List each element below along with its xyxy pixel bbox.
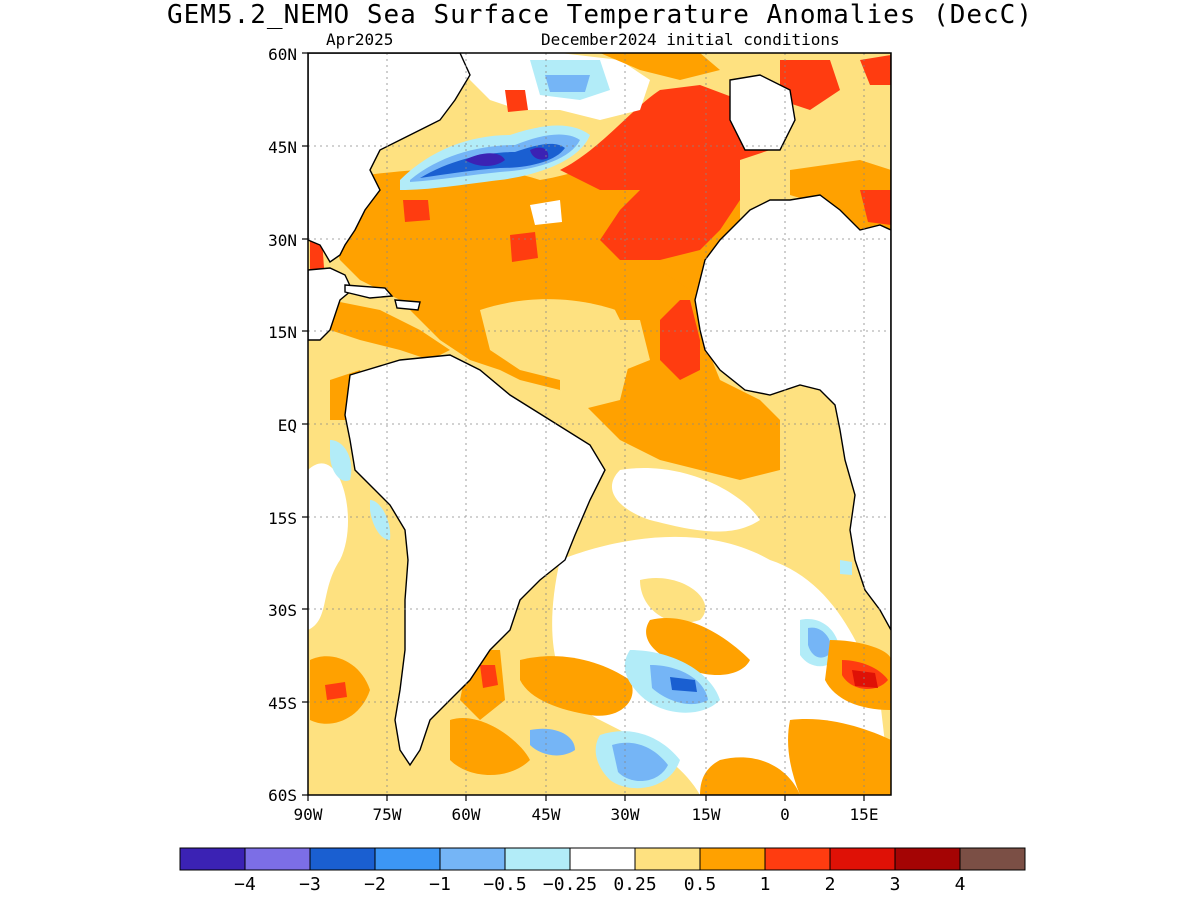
lat-label: 15S (268, 509, 297, 528)
colorbar: −4 −3 −2 −1 −0.5 −0.25 0.25 0.5 1 2 3 4 (179, 847, 1026, 895)
lon-label: 45W (532, 805, 561, 824)
colorbar-swatch (374, 847, 441, 871)
forecast-month: Apr2025 (326, 30, 394, 49)
colorbar-label: 2 (825, 874, 836, 895)
lon-label: 15E (850, 805, 879, 824)
initial-conditions-label: December2024 initial conditions (541, 30, 840, 49)
iberia-europe-land (729, 74, 796, 151)
colorbar-swatch (699, 847, 766, 871)
colorbar-swatch (959, 847, 1026, 871)
colorbar-label: −0.5 (483, 874, 526, 895)
africa-land (694, 53, 891, 631)
colorbar-label: −1 (429, 874, 451, 895)
colorbar-label: 1 (760, 874, 771, 895)
colorbar-swatch (179, 847, 246, 871)
lon-label: 15W (692, 805, 721, 824)
lon-label: 60W (452, 805, 481, 824)
central-america-land (308, 267, 353, 341)
colorbar-label: 4 (955, 874, 966, 895)
lat-label: 30S (268, 601, 297, 620)
cuba-land (344, 284, 394, 299)
colorbar-swatch (894, 847, 961, 871)
south-america-land (344, 354, 606, 767)
longitude-labels: 90W 75W 60W 45W 30W 15W 0 15E (294, 805, 879, 824)
colorbar-swatch (309, 847, 376, 871)
lat-label: EQ (278, 416, 297, 435)
colorbar-swatch (634, 847, 701, 871)
colorbar-label: 0.25 (613, 874, 656, 895)
colorbar-swatch (569, 847, 636, 871)
lat-label: 45N (268, 138, 297, 157)
colorbar-label: −4 (234, 874, 256, 895)
colorbar-swatch (439, 847, 506, 871)
latitude-labels: 60N 45N 30N 15N EQ 15S 30S 45S 60S (268, 45, 297, 805)
colorbar-swatch (764, 847, 831, 871)
colorbar-label: 0.5 (684, 874, 717, 895)
lat-label: 45S (268, 694, 297, 713)
lon-label: 90W (294, 805, 323, 824)
colorbar-label: −0.25 (543, 874, 597, 895)
lon-label: 75W (373, 805, 402, 824)
colorbar-label: −3 (299, 874, 321, 895)
lat-label: 60N (268, 45, 297, 64)
colorbar-label: −2 (364, 874, 386, 895)
colorbar-swatch (829, 847, 896, 871)
colorbar-swatch (504, 847, 571, 871)
lon-label: 0 (780, 805, 790, 824)
hispaniola-land (394, 299, 421, 311)
graticule (308, 53, 891, 795)
map-title: GEM5.2_NEMO Sea Surface Temperature Anom… (167, 0, 1033, 30)
colorbar-label: 3 (890, 874, 901, 895)
lat-label: 15N (268, 323, 297, 342)
lat-label: 60S (268, 786, 297, 805)
north-america-land (308, 53, 471, 264)
axis-ticks (302, 52, 865, 801)
lat-label: 30N (268, 231, 297, 250)
land-mask (308, 53, 891, 767)
lon-label: 30W (611, 805, 640, 824)
colorbar-swatch (244, 847, 311, 871)
anomaly-shading (308, 53, 891, 795)
